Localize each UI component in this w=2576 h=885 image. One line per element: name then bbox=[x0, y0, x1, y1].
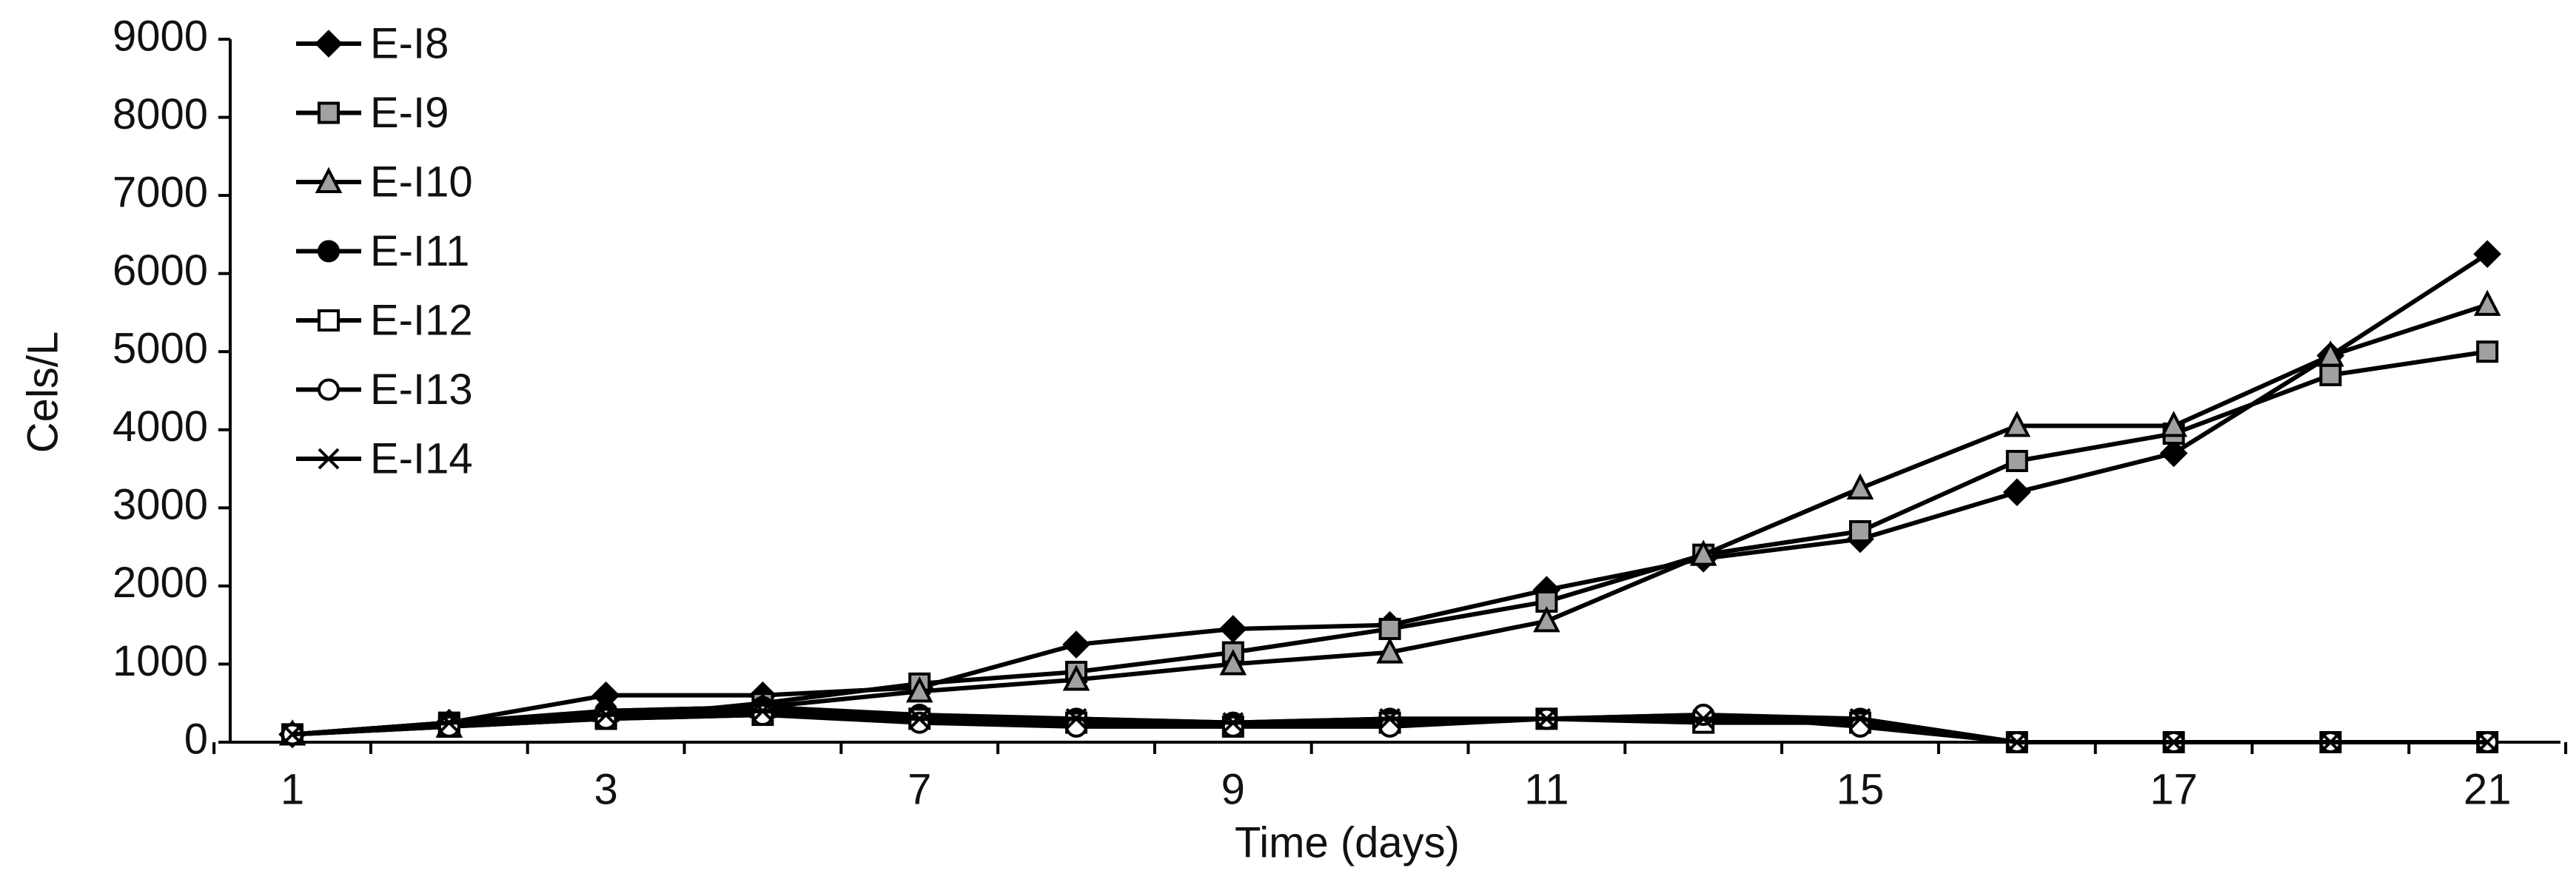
y-tick-label: 7000 bbox=[113, 168, 208, 216]
data-point bbox=[1692, 707, 1714, 730]
data-point bbox=[1221, 715, 1244, 738]
y-tick-label: 3000 bbox=[113, 481, 208, 529]
data-point bbox=[908, 707, 930, 730]
data-point bbox=[2003, 411, 2031, 437]
x-tick-label: 17 bbox=[2150, 765, 2198, 813]
data-point bbox=[2319, 363, 2342, 386]
data-point bbox=[1689, 539, 1717, 566]
legend-label: E-I12 bbox=[370, 296, 473, 344]
y-tick-label: 4000 bbox=[113, 403, 208, 451]
y-tick-label: 0 bbox=[184, 715, 208, 763]
legend-label: E-I10 bbox=[370, 158, 473, 206]
data-point bbox=[1376, 637, 1403, 664]
legend-label: E-I8 bbox=[370, 19, 449, 67]
data-point bbox=[2319, 731, 2341, 753]
data-point bbox=[2476, 340, 2499, 363]
data-point bbox=[1062, 664, 1090, 691]
data-point bbox=[2317, 340, 2344, 367]
x-tick-label: 11 bbox=[1524, 765, 1569, 813]
legend-marker bbox=[318, 378, 340, 401]
legend-marker bbox=[318, 240, 340, 263]
data-point bbox=[2160, 411, 2187, 437]
data-point bbox=[905, 676, 933, 703]
data-point bbox=[2005, 450, 2028, 472]
x-axis-label: Time (days) bbox=[1235, 818, 1460, 867]
x-tick-label: 1 bbox=[281, 765, 304, 813]
data-point bbox=[1379, 707, 1401, 730]
data-point bbox=[2473, 240, 2502, 269]
data-point bbox=[594, 707, 617, 730]
y-tick-label: 5000 bbox=[113, 325, 208, 373]
data-point bbox=[438, 712, 460, 734]
data-point bbox=[1218, 615, 1247, 643]
data-point bbox=[1062, 630, 1090, 659]
data-point bbox=[281, 724, 303, 745]
x-tick-label: 3 bbox=[594, 765, 617, 813]
y-tick-label: 2000 bbox=[113, 559, 208, 607]
y-tick-label: 8000 bbox=[113, 90, 208, 138]
data-point bbox=[1065, 707, 1087, 730]
data-point bbox=[2002, 478, 2031, 507]
series-line bbox=[292, 303, 2489, 737]
data-point bbox=[2476, 731, 2498, 753]
data-point bbox=[908, 711, 931, 734]
y-tick-label: 1000 bbox=[113, 637, 208, 685]
data-point bbox=[1535, 707, 1557, 730]
data-point bbox=[1846, 473, 1874, 499]
data-point bbox=[751, 704, 774, 727]
data-point bbox=[1219, 649, 1247, 676]
legend-marker bbox=[315, 166, 343, 193]
x-tick-label: 15 bbox=[1837, 765, 1885, 813]
data-point bbox=[751, 700, 774, 722]
legend-marker bbox=[318, 448, 340, 470]
data-point bbox=[1849, 520, 1871, 542]
data-point bbox=[1849, 707, 1871, 730]
y-axis-label: Cels/L bbox=[19, 332, 67, 453]
data-point bbox=[437, 715, 460, 738]
y-tick-label: 6000 bbox=[113, 246, 208, 295]
series-line bbox=[292, 349, 2488, 737]
legend-marker bbox=[318, 309, 340, 332]
y-tick-label: 9000 bbox=[113, 12, 208, 60]
data-point bbox=[2163, 731, 2185, 753]
legend-marker bbox=[315, 30, 343, 58]
data-point bbox=[1533, 606, 1560, 633]
data-point bbox=[595, 704, 617, 726]
data-point bbox=[2159, 439, 2188, 468]
legend-label: E-I13 bbox=[370, 366, 473, 414]
data-point bbox=[1378, 617, 1401, 640]
legend-marker bbox=[318, 101, 340, 124]
legend-label: E-I9 bbox=[370, 89, 449, 137]
data-point bbox=[1692, 704, 1715, 727]
legend-label: E-I11 bbox=[370, 227, 469, 275]
data-point bbox=[2006, 731, 2028, 753]
data-point bbox=[1222, 712, 1244, 734]
x-tick-label: 9 bbox=[1221, 765, 1245, 813]
legend-label: E-I14 bbox=[370, 434, 473, 482]
x-tick-label: 7 bbox=[908, 765, 931, 813]
x-tick-label: 21 bbox=[2463, 765, 2512, 813]
data-point bbox=[2473, 289, 2501, 316]
